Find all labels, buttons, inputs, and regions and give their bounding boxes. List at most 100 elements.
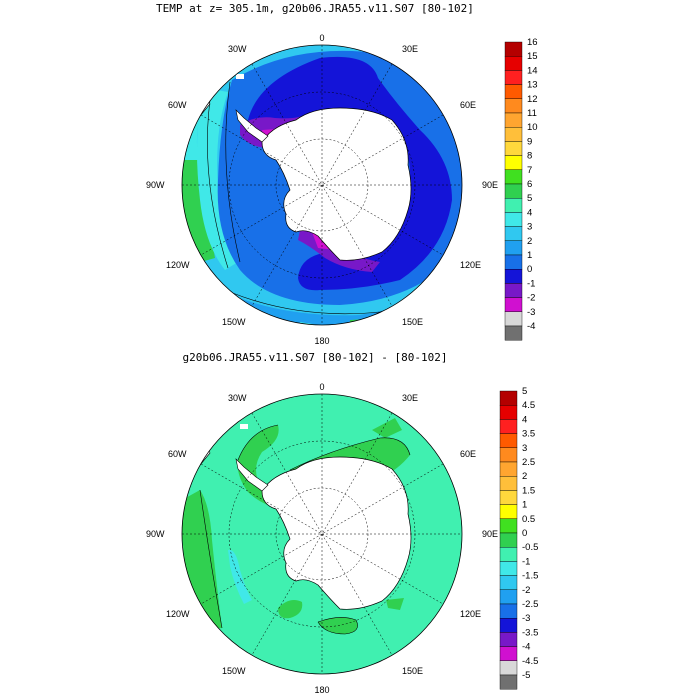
lon-label-90w: 90W [146,180,165,190]
colorbar-swatch [499,589,518,605]
colorbar-tick-label: 0 [527,264,532,275]
colorbar-tick-label: -5 [522,670,530,681]
colorbar-swatch [504,56,523,71]
colorbar-swatch [499,618,518,633]
panel-difference: g20b06.JRA55.v11.S07 [80-102] - [80-102] [146,351,538,695]
colorbar-swatch [504,70,523,85]
colorbar-swatch [504,41,523,57]
colorbar-tick-label: 11 [527,108,537,119]
colorbar-swatch [504,226,523,242]
colorbar-swatch [504,183,523,199]
colorbar-swatch [504,269,523,284]
colorbar-tick-label: 2 [527,236,532,247]
colorbar-swatch [504,240,523,256]
colorbar-swatch [499,419,518,434]
colorbar-swatch [504,197,523,213]
colorbar-tick-label: -3 [522,613,530,624]
colorbar-swatch [499,461,518,477]
colorbar-tick-label: 8 [527,151,532,162]
lon-label-150e: 150E [402,666,423,676]
colorbar-tick-label: 3 [522,443,527,454]
lon-label-180: 180 [314,336,329,346]
colorbar-tick-label: -2.5 [522,599,538,610]
colorbar-swatch [504,112,523,128]
colorbar-swatch [499,575,518,590]
colorbar-difference: 5 4.5 4 3.5 3 2.5 2 1.5 1 0.5 0 -0.5 -1 -1.5 -2 -2.5 -3 -… [499,386,538,690]
colorbar-tick-label: 14 [527,65,538,76]
panel-temperature: TEMP at z= 305.1m, g20b06.JRA55.v11.S07 … [146,2,538,346]
colorbar-swatch [499,476,518,491]
colorbar-tick-label: -4.5 [522,656,538,667]
colorbar-swatch [504,141,523,156]
colorbar-swatch [504,98,523,114]
colorbar-tick-label: 3.5 [522,429,535,440]
colorbar-tick-label: 15 [527,51,538,62]
colorbar-tick-label: 0.5 [522,514,535,525]
panel-2-title: g20b06.JRA55.v11.S07 [80-102] - [80-102] [183,351,448,364]
colorbar-tick-label: -3.5 [522,627,538,638]
lon-label-30w: 30W [228,393,247,403]
colorbar-tick-label: -1 [527,278,535,289]
lon-label-0: 0 [319,33,324,43]
panel-1-title: TEMP at z= 305.1m, g20b06.JRA55.v11.S07 … [156,2,474,15]
colorbar-tick-label: -4 [522,642,530,653]
lon-label-60e: 60E [460,100,476,110]
colorbar-swatch [499,674,518,690]
lon-label-30e: 30E [402,393,418,403]
colorbar-swatch [504,212,523,227]
colorbar-swatch [499,561,518,576]
colorbar-swatch [504,311,523,327]
lon-label-150e: 150E [402,317,423,327]
lon-label-150w: 150W [222,666,246,676]
map-border [181,393,463,675]
lon-label-120w: 120W [166,260,190,270]
colorbar-swatch [499,490,518,505]
colorbar-tick-label: 5 [522,386,527,397]
colorbar-swatch [499,390,518,406]
colorbar-tick-label: 4.5 [522,400,535,411]
colorbar-tick-label: -1.5 [522,571,538,582]
lon-label-30w: 30W [228,44,247,54]
lon-label-90e: 90E [482,529,498,539]
colorbar-swatch [499,405,518,420]
colorbar-swatch [504,254,523,270]
difference-map [182,394,462,674]
colorbar-tick-label: -2 [527,293,535,304]
colorbar-swatch [504,155,523,171]
colorbar-tick-label: -0.5 [522,542,538,553]
colorbar-tick-label: -4 [527,321,535,332]
lon-label-60w: 60W [168,449,187,459]
colorbar-tick-label: 1 [527,250,532,261]
lon-label-180: 180 [314,685,329,695]
colorbar-tick-label: -2 [522,585,530,596]
colorbar-tick-label: 7 [527,165,532,176]
colorbar-swatch [499,447,518,463]
lon-label-0: 0 [319,382,324,392]
lon-label-120e: 120E [460,609,481,619]
colorbar-tick-label: 0 [522,528,527,539]
colorbar-swatch [499,547,518,562]
lon-label-90e: 90E [482,180,498,190]
colorbar-swatch [499,433,518,449]
lon-label-120e: 120E [460,260,481,270]
colorbar-tick-label: 9 [527,136,532,147]
lon-label-60e: 60E [460,449,476,459]
colorbar-swatch [499,660,518,676]
colorbar-swatch [504,297,523,313]
colorbar-tick-label: 13 [527,80,538,91]
colorbar-tick-label: 3 [527,222,532,233]
lon-label-60w: 60W [168,100,187,110]
lon-label-120w: 120W [166,609,190,619]
colorbar-swatch [499,646,518,661]
colorbar-swatch [499,504,518,520]
temperature-map [182,45,462,325]
colorbar-swatch [499,532,518,548]
colorbar-swatch [504,84,523,99]
colorbar-tick-label: -3 [527,307,535,318]
colorbar-tick-label: 16 [527,37,538,48]
colorbar-tick-label: 2 [522,471,527,482]
colorbar-swatch [504,325,523,341]
colorbar-swatch [499,518,518,534]
